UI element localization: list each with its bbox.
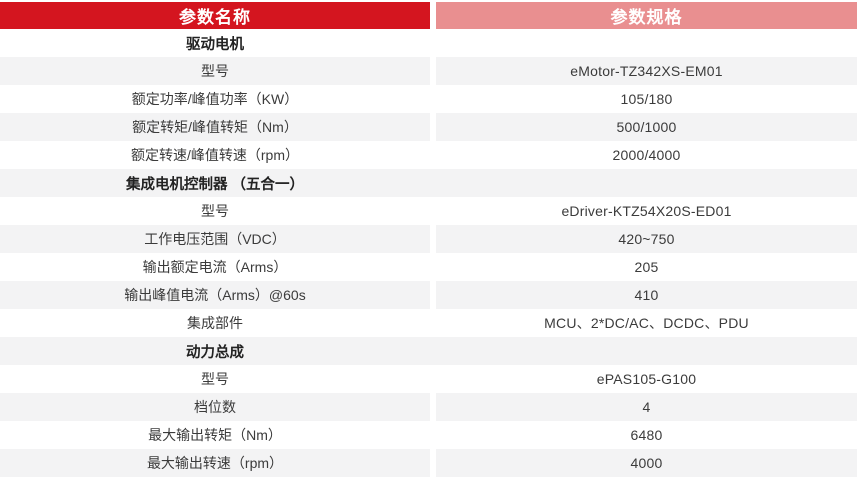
table-row: 输出峰值电流（Arms）@60s 410 [0,281,857,309]
header-param-spec: 参数规格 [436,2,857,29]
param-name-cell: 输出峰值电流（Arms）@60s [0,281,430,309]
param-value-cell: 205 [436,253,857,281]
param-name-cell: 最大输出转速（rpm） [0,449,430,477]
section-row-powertrain: 动力总成 [0,337,857,365]
section-cell: 动力总成 [0,337,857,365]
param-value-cell: MCU、2*DC/AC、DCDC、PDU [436,309,857,337]
section-cell: 驱动电机 [0,29,857,57]
param-value-cell: 4000 [436,449,857,477]
table-row: 额定转速/峰值转速（rpm） 2000/4000 [0,141,857,169]
table-row: 集成部件 MCU、2*DC/AC、DCDC、PDU [0,309,857,337]
param-value-cell: 410 [436,281,857,309]
param-value-cell: ePAS105-G100 [436,365,857,393]
param-name-cell: 工作电压范围（VDC） [0,225,430,253]
header-param-name: 参数名称 [0,2,430,29]
param-value-cell: 500/1000 [436,113,857,141]
param-value-cell: eMotor-TZ342XS-EM01 [436,57,857,85]
param-name-cell: 额定功率/峰值功率（KW） [0,85,430,113]
section-title: 驱动电机 [186,36,244,53]
param-name-cell: 档位数 [0,393,430,421]
section-cell: 集成电机控制器 （五合一） [0,169,857,197]
param-value-cell: 420~750 [436,225,857,253]
param-value-cell: 4 [436,393,857,421]
table-row: 型号 eMotor-TZ342XS-EM01 [0,57,857,85]
table-row: 型号 ePAS105-G100 [0,365,857,393]
param-name-cell: 额定转速/峰值转速（rpm） [0,141,430,169]
param-value-cell: 6480 [436,421,857,449]
section-title: 集成电机控制器 （五合一） [125,176,305,193]
param-name-cell: 型号 [0,57,430,85]
param-name-cell: 集成部件 [0,309,430,337]
table-row: 型号 eDriver-KTZ54X20S-ED01 [0,197,857,225]
param-name-cell: 额定转矩/峰值转矩（Nm） [0,113,430,141]
table-header-row: 参数名称 参数规格 [0,2,857,29]
param-value-cell: 2000/4000 [436,141,857,169]
param-name-cell: 输出额定电流（Arms） [0,253,430,281]
section-title: 动力总成 [186,344,244,361]
section-row-motor-controller: 集成电机控制器 （五合一） [0,169,857,197]
param-value-cell: 105/180 [436,85,857,113]
table-body: 驱动电机 型号 eMotor-TZ342XS-EM01 额定功率/峰值功率（KW… [0,29,857,477]
table-row: 档位数 4 [0,393,857,421]
table-row: 额定功率/峰值功率（KW） 105/180 [0,85,857,113]
table-row: 额定转矩/峰值转矩（Nm） 500/1000 [0,113,857,141]
table-row: 工作电压范围（VDC） 420~750 [0,225,857,253]
table-row: 最大输出转矩（Nm） 6480 [0,421,857,449]
param-name-cell: 最大输出转矩（Nm） [0,421,430,449]
table-row: 输出额定电流（Arms） 205 [0,253,857,281]
param-name-cell: 型号 [0,365,430,393]
table-row: 最大输出转速（rpm） 4000 [0,449,857,477]
param-value-cell: eDriver-KTZ54X20S-ED01 [436,197,857,225]
section-row-drive-motor: 驱动电机 [0,29,857,57]
param-name-cell: 型号 [0,197,430,225]
